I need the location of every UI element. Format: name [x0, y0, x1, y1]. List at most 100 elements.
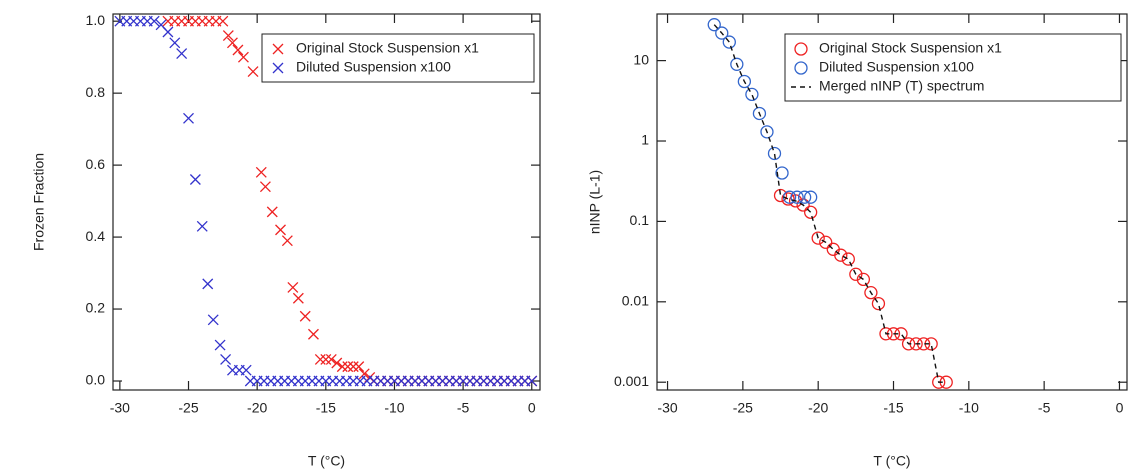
- data-point: [834, 248, 848, 262]
- data-point: [292, 292, 304, 304]
- data-point: [226, 37, 238, 49]
- data-point: [342, 361, 354, 373]
- legend-symbol: [794, 61, 808, 75]
- data-point: [797, 190, 812, 204]
- data-point: [176, 48, 188, 60]
- y-tick-label: 0.001: [614, 373, 649, 389]
- data-point: [331, 357, 343, 369]
- plot-frame: [656, 13, 1128, 391]
- data-point: [722, 35, 736, 49]
- data-point: [773, 188, 788, 203]
- data-point: [781, 192, 795, 206]
- x-tick-label: -25: [733, 400, 753, 416]
- x-tick-label: -20: [247, 400, 267, 416]
- y-axis-label: nINP (L-1): [587, 170, 603, 234]
- x-tick-label: -20: [808, 400, 828, 416]
- data-point: [790, 190, 804, 204]
- data-point: [856, 272, 871, 287]
- data-point: [804, 190, 818, 204]
- data-point: [169, 37, 181, 49]
- data-point: [148, 15, 160, 27]
- data-point: [730, 57, 744, 71]
- plot-frame: [112, 13, 541, 391]
- y-tick-label: 0.4: [86, 228, 106, 244]
- data-point: [819, 235, 833, 249]
- data-point: [336, 361, 348, 373]
- legend-label: Original Stock Suspension x1: [296, 40, 479, 56]
- data-point: [259, 181, 271, 193]
- data-point: [347, 361, 359, 373]
- panel: -30 -25 -20 -15 -10 -5 0 0.001 0.01 0.1 1 10 T (°C) n…: [587, 13, 1128, 469]
- x-tick-label: -10: [384, 400, 404, 416]
- data-point: [237, 51, 249, 63]
- data-point: [864, 285, 878, 300]
- data-point: [841, 252, 855, 266]
- data-point: [220, 353, 232, 365]
- data-point: [255, 166, 267, 178]
- data-point: [526, 375, 538, 387]
- data-point: [760, 125, 774, 139]
- series-line: [713, 24, 947, 383]
- panel: -30 -25 -20 -15 -10 -5 0 0.0 0.2 0.4 0.6 0.8 1.0 T (°…: [31, 12, 541, 469]
- legend-label: Diluted Suspension x100: [296, 59, 451, 75]
- x-tick-label: -5: [1038, 400, 1051, 416]
- y-axis-label: Frozen Fraction: [31, 153, 47, 251]
- legend-symbol: [272, 43, 284, 55]
- data-point: [849, 267, 863, 281]
- data-point: [775, 166, 789, 180]
- data-point: [217, 15, 229, 27]
- data-point: [240, 364, 252, 376]
- data-point: [901, 337, 916, 351]
- data-point: [299, 310, 311, 322]
- legend-symbol: [794, 42, 808, 56]
- y-tick-label: 0.0: [86, 372, 106, 388]
- data-point: [353, 361, 365, 373]
- data-point: [811, 231, 825, 245]
- data-point: [879, 327, 893, 341]
- x-tick-label: -25: [178, 400, 198, 416]
- y-tick-label: 1.0: [86, 12, 106, 28]
- legend-label: Original Stock Suspension x1: [819, 40, 1002, 56]
- x-tick-label: 0: [1116, 400, 1124, 416]
- legend: Original Stock Suspension x1 Diluted Susp…: [261, 33, 535, 83]
- data-point: [281, 235, 293, 247]
- data-point: [162, 26, 174, 38]
- data-point: [196, 220, 208, 232]
- x-tick-label: -30: [657, 400, 677, 416]
- legend-symbol: [272, 62, 284, 74]
- y-tick-label: 0.01: [622, 293, 649, 309]
- x-tick-label: 0: [528, 400, 536, 416]
- x-tick-label: -5: [457, 400, 470, 416]
- data-point: [871, 296, 886, 311]
- data-point: [358, 368, 370, 380]
- data-point: [232, 44, 244, 56]
- x-tick-label: -15: [883, 400, 903, 416]
- y-tick-label: 1: [641, 132, 649, 148]
- data-point: [214, 339, 226, 351]
- data-point: [737, 74, 752, 89]
- data-point: [745, 87, 759, 102]
- legend-box: [261, 33, 535, 83]
- x-axis-label: T (°C): [873, 453, 910, 469]
- y-tick-label: 0.6: [86, 156, 106, 172]
- data-point: [183, 112, 194, 124]
- data-point: [804, 205, 818, 219]
- data-point: [247, 66, 259, 78]
- x-axis-label: T (°C): [308, 453, 345, 469]
- data-point: [222, 30, 234, 42]
- data-point: [275, 224, 286, 236]
- legend-label: Diluted Suspension x100: [819, 59, 974, 75]
- legend: Original Stock Suspension x1 Diluted Susp…: [784, 33, 1122, 102]
- data-point: [307, 328, 319, 340]
- data-point: [189, 174, 201, 185]
- data-point: [207, 314, 219, 326]
- x-tick-label: -15: [316, 400, 336, 416]
- y-tick-label: 10: [633, 51, 649, 67]
- y-tick-label: 0.1: [630, 212, 650, 228]
- data-point: [314, 353, 326, 365]
- data-point: [715, 26, 729, 40]
- data-point: [932, 375, 946, 389]
- legend-box: [784, 33, 1122, 102]
- data-point: [707, 18, 721, 32]
- data-point: [202, 278, 214, 290]
